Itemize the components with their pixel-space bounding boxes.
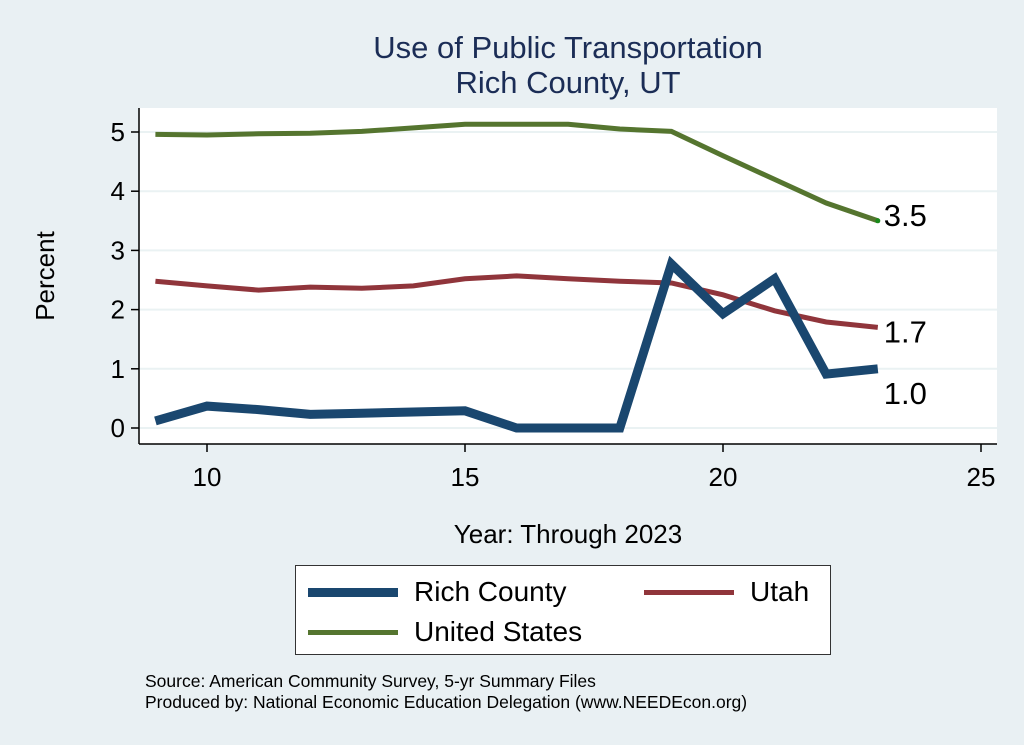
y-tick-label: 2 [111, 295, 125, 325]
y-tick-label: 5 [111, 117, 125, 147]
legend-swatch-rich-county [308, 587, 398, 597]
end-label-utah: 1.7 [884, 314, 927, 349]
legend-item-utah: Utah [644, 576, 809, 608]
x-tick-label: 10 [193, 462, 222, 492]
x-tick-label: 15 [451, 462, 480, 492]
legend-label: Utah [750, 576, 810, 607]
legend-swatch-united-states [308, 629, 398, 635]
chart-subtitle: Rich County, UT [455, 65, 681, 100]
legend-swatch-utah [644, 589, 734, 595]
end-label-united-states: 3.5 [884, 198, 927, 233]
end-label-rich-county: 1.0 [884, 376, 927, 411]
y-tick-label: 0 [111, 413, 125, 443]
y-tick-label: 4 [111, 176, 125, 206]
legend-item-rich-county: Rich County [308, 576, 567, 608]
x-tick-label: 20 [709, 462, 738, 492]
series-line-utah [155, 273, 879, 330]
chart-title: Use of Public Transportation [373, 30, 763, 65]
y-tick-label: 1 [111, 354, 125, 384]
x-tick-label: 25 [967, 462, 996, 492]
legend: Rich County Utah United States [295, 565, 831, 655]
legend-label: Rich County [414, 576, 567, 607]
legend-item-united-states: United States [308, 616, 582, 648]
producer-note: Produced by: National Economic Education… [145, 692, 748, 712]
x-axis-title: Year: Through 2023 [454, 519, 682, 549]
y-tick-label: 3 [111, 235, 125, 265]
end-marker-united-states [875, 218, 881, 224]
footer: Source: American Community Survey, 5-yr … [145, 671, 747, 713]
plot-area [139, 108, 997, 444]
series-line-rich-county [154, 255, 879, 433]
y-axis-title: Percent [30, 230, 60, 320]
series-line-united-states [155, 121, 879, 224]
legend-label: United States [414, 616, 583, 647]
source-note: Source: American Community Survey, 5-yr … [145, 671, 596, 691]
